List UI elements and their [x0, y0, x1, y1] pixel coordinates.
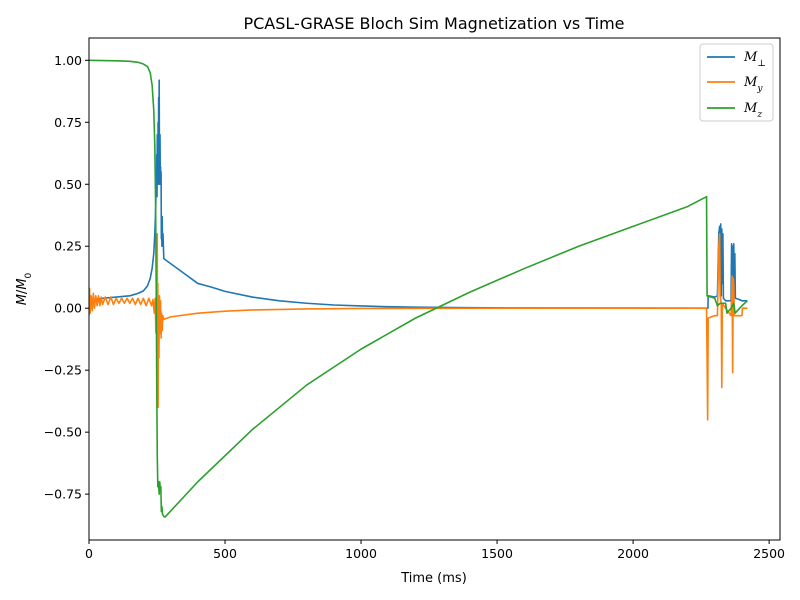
series-line-mz: [89, 59, 748, 518]
y-tick-label: 0.75: [54, 115, 82, 130]
series-line-mperp: [89, 79, 748, 309]
x-tick-label: 500: [213, 546, 237, 561]
x-tick-label: 0: [85, 546, 93, 561]
x-tick-label: 2000: [617, 546, 649, 561]
y-tick-label: 1.00: [54, 53, 82, 68]
x-axis-label: Time (ms): [400, 571, 467, 586]
x-tick-label: 1000: [345, 546, 377, 561]
x-axis-ticks: 0 500 1000 1500 2000 2500: [85, 540, 785, 561]
x-tick-label: 2500: [753, 546, 785, 561]
y-tick-label: 0.50: [54, 177, 82, 192]
y-tick-label: −0.25: [44, 363, 82, 378]
y-axis-label: M/M0: [15, 272, 34, 305]
y-tick-label: 0.25: [54, 239, 82, 254]
series-layer: [89, 59, 748, 518]
chart-title: PCASL-GRASE Bloch Sim Magnetization vs T…: [243, 14, 624, 33]
legend-box: [699, 43, 774, 122]
plot-area: [88, 37, 781, 541]
y-axis-ticks: −0.75 −0.50 −0.25 0.00 0.25 0.50 0.75 1.00: [44, 53, 89, 502]
legend: M⊥ My Mz: [699, 43, 774, 122]
y-tick-label: −0.50: [44, 425, 82, 440]
axes-frame: [88, 37, 781, 541]
y-tick-label: 0.00: [54, 301, 82, 316]
series-line-my: [89, 233, 748, 421]
x-tick-label: 1500: [481, 546, 513, 561]
y-tick-label: −0.75: [44, 487, 82, 502]
